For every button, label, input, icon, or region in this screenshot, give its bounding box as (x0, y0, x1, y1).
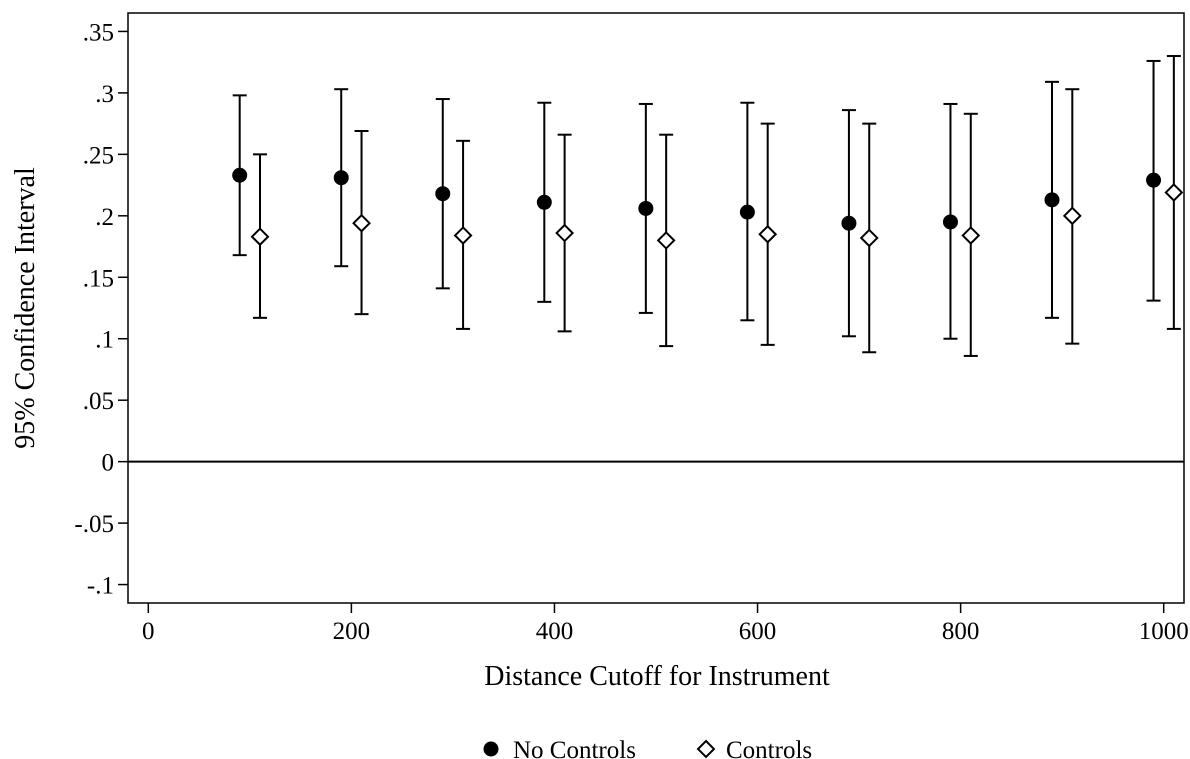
data-point-circle (435, 186, 451, 202)
y-tick-label: .1 (95, 327, 114, 354)
y-tick-label: -.05 (74, 511, 114, 538)
data-point-circle (1146, 172, 1162, 188)
legend-no-controls-label: No Controls (513, 737, 636, 759)
x-tick-label: 800 (942, 618, 980, 645)
data-point-diamond (453, 226, 473, 245)
data-point-diamond (352, 213, 371, 233)
data-point-circle (942, 214, 958, 230)
data-point-diamond (656, 230, 676, 250)
y-tick-label: .25 (83, 142, 114, 169)
data-point-diamond (1164, 183, 1184, 202)
legend-controls-label: Controls (726, 737, 812, 759)
y-axis: -.1 -.05 0 .05 .1 .15 .2 .25 .3 .35 (74, 19, 128, 600)
data-point-diamond (250, 227, 270, 247)
series-layer (232, 55, 1184, 357)
data-point-circle (1044, 192, 1060, 208)
legend: No Controls Controls (483, 737, 812, 759)
y-tick-label: -.1 (87, 573, 114, 600)
x-tick-label: 600 (739, 618, 777, 645)
y-tick-label: .2 (95, 204, 114, 231)
data-point-circle (841, 215, 857, 231)
plot-area (127, 12, 1185, 604)
x-axis: 0 200 400 600 800 1000 (142, 603, 1189, 645)
y-axis-title: 95% Confidence Interval (10, 167, 41, 449)
data-point-circle (638, 200, 654, 216)
x-tick-label: 400 (536, 618, 574, 645)
data-point-diamond (859, 228, 879, 248)
y-tick-label: 0 (102, 450, 115, 477)
y-tick-label: .15 (83, 265, 114, 292)
data-point-diamond (555, 223, 575, 243)
data-point-circle (739, 204, 755, 220)
legend-no-controls-marker (483, 741, 499, 757)
y-tick-label: .3 (95, 81, 114, 108)
x-tick-label: 1000 (1139, 618, 1189, 645)
plot-border (127, 12, 1185, 604)
data-point-circle (536, 194, 552, 210)
series-no-controls (232, 59, 1162, 340)
data-point-diamond (961, 226, 981, 245)
data-point-diamond (758, 224, 778, 244)
x-tick-label: 200 (333, 618, 371, 645)
x-tick-label: 0 (142, 618, 155, 645)
legend-controls-marker (696, 739, 716, 759)
data-point-circle (333, 170, 349, 186)
data-point-circle (232, 167, 248, 183)
y-tick-label: .35 (83, 19, 114, 46)
data-point-diamond (1062, 206, 1082, 226)
series-controls (250, 55, 1184, 357)
x-axis-title: Distance Cutoff for Instrument (484, 661, 830, 692)
y-tick-label: .05 (83, 388, 114, 415)
